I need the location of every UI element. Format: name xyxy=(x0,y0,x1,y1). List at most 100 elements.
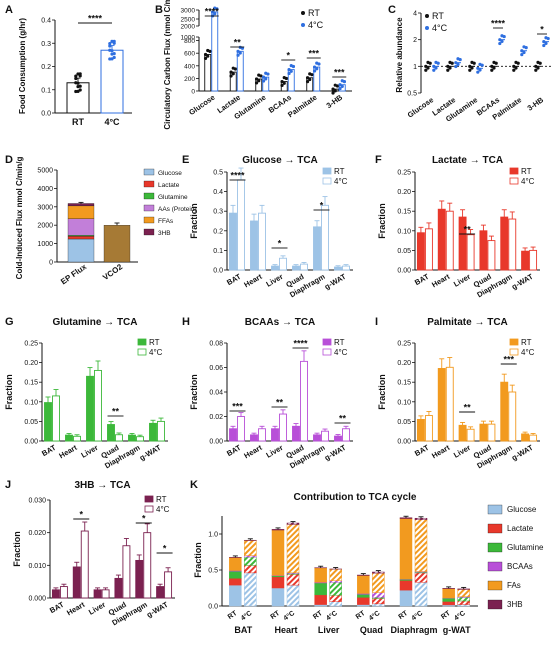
panel-b-ytick-label: 2000 xyxy=(181,24,196,31)
panel-h-bar xyxy=(313,434,321,442)
panel-e-bar xyxy=(342,265,350,271)
panel-b-xtick-label: Glucose xyxy=(187,93,216,117)
panel-d-legend-label: 3HB xyxy=(158,230,171,237)
panel-e-bar xyxy=(237,179,245,271)
panel-d-legend-swatch xyxy=(143,228,155,236)
panel-i-bar xyxy=(479,423,488,442)
panel-g-ytick-label: 0.25 xyxy=(24,341,38,348)
panel-h-ytick-label: 0.00 xyxy=(209,439,223,446)
panel-g-bar xyxy=(149,422,157,442)
panel-e-ytick-label: 0.0 xyxy=(213,268,223,275)
panel-d-stack-segment xyxy=(67,203,95,207)
panel-k-stack-segment xyxy=(329,568,342,581)
panel-a-ytick-label: 0.0 xyxy=(41,111,51,118)
panel-h-sig-3: **** xyxy=(293,339,308,349)
panel-i-bar xyxy=(424,415,433,442)
panel-j-xtick-label: g-WAT xyxy=(145,600,170,620)
panel-k-legend-swatch xyxy=(487,580,503,591)
panel-j-xtick-label: Liver xyxy=(87,600,107,617)
panel-k-legend-swatch xyxy=(487,599,503,610)
panel-g-bar xyxy=(52,395,60,442)
panel-k-stack-segment xyxy=(372,603,385,607)
panel-j-bar xyxy=(80,530,89,599)
panel-b-point xyxy=(280,79,284,84)
panel-k-condition-label: RT xyxy=(227,609,239,621)
panel-k-stack-segment xyxy=(329,601,342,607)
panel-j-bar xyxy=(135,559,144,599)
panel-c-xtick-label: 3-HB xyxy=(526,95,546,113)
panel-b-point xyxy=(203,52,208,57)
panel-d-legend-swatch xyxy=(143,204,155,212)
panel-i-ytick-label: 0.20 xyxy=(397,360,411,367)
panel-h-sig-0: *** xyxy=(232,402,243,412)
panel-g-xtick-label: Heart xyxy=(57,443,79,461)
panel-d-legend-swatch xyxy=(143,216,155,224)
panel-h-legend-4c-swatch xyxy=(322,348,332,356)
panel-c-legend-rt-marker xyxy=(425,14,429,18)
panel-j-legend-4c-swatch xyxy=(144,505,154,513)
panel-k-stack-segment xyxy=(457,588,470,590)
panel-i-letter: I xyxy=(375,316,378,328)
panel-k-stack-segment xyxy=(229,584,242,607)
panel-i-legend-rt-swatch xyxy=(509,338,519,346)
panel-i-bar xyxy=(500,381,509,442)
panel-h-legend-rt-label: RT xyxy=(334,338,345,347)
panel-k-stack-segment xyxy=(286,522,300,525)
panel-b-bar xyxy=(306,77,314,92)
panel-b-ytick-label: 2500 xyxy=(181,17,196,24)
panel-k-group-label: Liver xyxy=(318,625,340,635)
panel-k-stack-segment xyxy=(457,597,470,602)
panel-c-ytick-label: 4 xyxy=(413,11,417,18)
panel-e-ytick-label: 0.1 xyxy=(213,248,223,255)
panel-c-point xyxy=(426,66,430,70)
panel-b-point xyxy=(289,69,293,73)
panel-k-letter: K xyxy=(190,479,198,491)
panel-c-point xyxy=(470,60,474,65)
panel-e-ylabel: Fraction xyxy=(189,203,199,239)
panel-j-bar xyxy=(122,545,131,599)
panel-j-bar xyxy=(59,586,68,599)
panel-h-bar xyxy=(321,430,329,442)
panel-g-bar xyxy=(44,402,52,442)
panel-a-ytick-label: 0.2 xyxy=(41,64,51,71)
panel-f-sig-2: ** xyxy=(464,225,472,235)
panel-i-bar xyxy=(508,391,517,442)
panel-d-stack-segment xyxy=(67,218,95,236)
panel-j-bar xyxy=(51,589,60,599)
panel-i-ytick-label: 0.10 xyxy=(397,399,411,406)
panel-d-ytick-label: 2000 xyxy=(37,223,53,230)
panel-d-ytick-label: 4000 xyxy=(37,186,53,193)
panel-i-xtick-label: Liver xyxy=(452,443,472,460)
panel-g-bar xyxy=(157,420,165,442)
panel-k-stack-segment xyxy=(244,572,257,607)
panel-c-point xyxy=(534,68,538,72)
panel-b-point xyxy=(305,76,310,80)
panel-k-legend-label: Lactate xyxy=(507,524,534,533)
panel-c-point xyxy=(468,68,472,72)
panel-g-bar xyxy=(94,369,102,442)
panel-e-letter: E xyxy=(182,154,189,166)
panel-b-point xyxy=(282,76,286,80)
panel-f-xtick-label: Heart xyxy=(430,272,452,290)
panel-j-ylabel: Fraction xyxy=(12,531,22,567)
panel-e-bar xyxy=(229,212,237,271)
panel-k-legend-label: FAs xyxy=(507,581,521,590)
panel-d-stack-segment xyxy=(67,238,95,263)
panel-i-legend-4c-swatch xyxy=(509,348,519,356)
panel-i-bar xyxy=(466,428,475,442)
panel-e-legend-rt-swatch xyxy=(322,167,332,175)
panel-c-sig-5: * xyxy=(540,25,544,35)
panel-h-bar xyxy=(300,360,308,442)
panel-c-point xyxy=(448,60,452,65)
panel-k-stack-segment xyxy=(286,524,300,573)
panel-k-stack-segment xyxy=(229,570,242,579)
panel-i-title: Palmitate → TCA xyxy=(427,317,508,328)
panel-a-point xyxy=(112,55,116,60)
panel-k-stack-segment xyxy=(314,567,327,583)
panel-b-bar xyxy=(236,50,244,92)
panel-h-xtick-label: Heart xyxy=(242,443,264,461)
panel-k-ytick-label: 1.0 xyxy=(208,532,218,539)
panel-h-letter: H xyxy=(182,316,190,328)
panel-c-point xyxy=(544,41,548,45)
panel-b-point xyxy=(331,87,335,91)
